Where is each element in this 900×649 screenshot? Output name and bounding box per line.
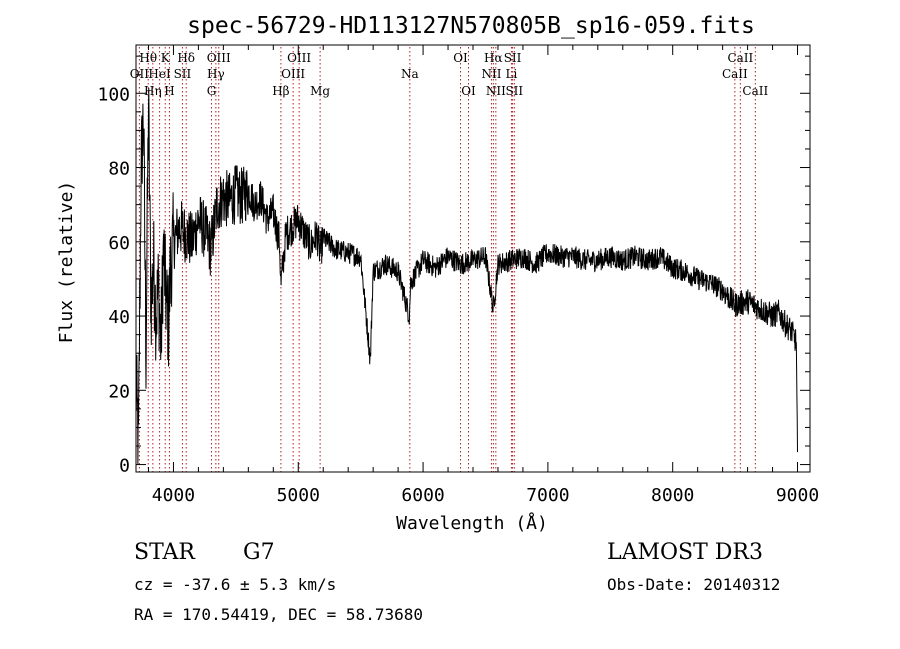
x-tick-label: 7000 [526, 485, 569, 506]
spectrum-line [135, 87, 798, 465]
line-label: H [164, 84, 174, 98]
x-tick-label: 5000 [277, 485, 320, 506]
redshift-velocity: cz = -37.6 ± 5.3 km/s [134, 575, 337, 594]
survey-name: LAMOST DR3 [607, 540, 763, 565]
x-tick-label: 9000 [776, 485, 819, 506]
line-label: CaII [727, 51, 753, 65]
object-subclass: G7 [243, 540, 275, 565]
line-label: Hθ [139, 51, 157, 65]
line-label: Hδ [177, 51, 195, 65]
object-class: STAR [134, 540, 195, 565]
y-tick-label: 40 [108, 307, 130, 328]
y-tick-label: 80 [108, 159, 130, 180]
y-axis: 0 20 40 60 80 100 [97, 55, 810, 477]
line-label: Hβ [272, 84, 289, 98]
x-tick-label: 4000 [152, 485, 195, 506]
y-tick-label: 20 [108, 381, 130, 402]
line-label: CaII [742, 84, 768, 98]
y-tick-label: 100 [97, 84, 130, 105]
y-tick-label: 0 [119, 456, 130, 477]
emission-line-labels: OIIHθHηHeIKHSIIHδGHγOIIIHβOIIIOIIIMgNaOI… [130, 51, 769, 98]
sky-coordinates: RA = 170.54419, DEC = 58.73680 [134, 605, 423, 624]
line-label: Li [506, 67, 518, 81]
line-label: SII [505, 84, 523, 98]
line-label: Hη [144, 84, 162, 98]
line-label: Hγ [207, 67, 225, 81]
line-label: OII [130, 67, 150, 81]
line-label: OIII [207, 51, 231, 65]
observation-date: Obs-Date: 20140312 [607, 575, 781, 594]
line-label: SII [174, 67, 192, 81]
x-axis-label: Wavelength (Å) [396, 512, 548, 534]
line-label: K [161, 51, 171, 65]
line-label: Na [401, 67, 419, 81]
line-label: CaII [722, 67, 748, 81]
line-label: OIII [287, 51, 311, 65]
y-axis-label: Flux (relative) [56, 181, 77, 344]
y-tick-label: 60 [108, 233, 130, 254]
line-label: OI [461, 84, 476, 98]
line-label: SII [504, 51, 522, 65]
line-label: HeI [148, 67, 171, 81]
x-axis: 4000 5000 6000 7000 8000 9000 [147, 45, 819, 506]
line-label: OI [453, 51, 468, 65]
line-label: OIII [281, 67, 305, 81]
line-label: G [207, 84, 217, 98]
chart-title: spec-56729-HD113127N570805B_sp16-059.fit… [187, 13, 755, 39]
line-label: Mg [310, 84, 330, 98]
line-label: NII [481, 67, 501, 81]
line-label: Hα [484, 51, 503, 65]
x-tick-label: 6000 [401, 485, 444, 506]
x-tick-label: 8000 [651, 485, 694, 506]
line-label: NII [486, 84, 506, 98]
